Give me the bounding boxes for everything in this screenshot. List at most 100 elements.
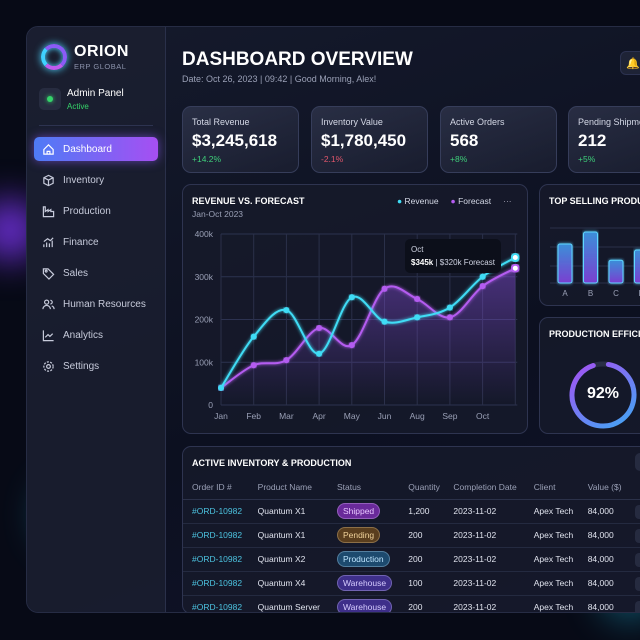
product-name: Quantum X2 [248, 547, 328, 572]
column-header[interactable]: Product Name [248, 475, 328, 500]
revenue-point[interactable] [250, 333, 257, 340]
revenue-point[interactable] [479, 273, 486, 280]
quantity: 1,200 [399, 499, 445, 524]
revenue-point[interactable] [446, 304, 453, 311]
finance-icon [43, 236, 54, 247]
revenue-chart-panel: REVENUE VS. FORECAST Jan-Oct 2023 ● Reve… [182, 184, 528, 434]
order-id-link[interactable]: #ORD-10982 [183, 595, 249, 612]
logo-icon [41, 44, 67, 70]
revenue-point[interactable] [348, 294, 355, 301]
chart-legend: ● Revenue ● Forecast ··· [397, 196, 512, 206]
sidebar-item-sales[interactable]: Sales [34, 261, 158, 285]
users-icon [42, 299, 55, 309]
order-id-link[interactable]: #ORD-10982 [183, 499, 249, 524]
sidebar-item-dashboard[interactable]: Dashboard [34, 137, 158, 161]
kpi-delta: +8% [450, 154, 468, 164]
table-row[interactable]: #ORD-10982 Quantum X1 Shipped 1,200 2023… [183, 499, 640, 524]
column-header[interactable]: Order ID # [183, 475, 249, 500]
value: 84,000 [578, 523, 627, 548]
sidebar-item-label: Settings [63, 360, 100, 372]
sidebar-item-settings[interactable]: Settings [34, 354, 158, 378]
forecast-point[interactable] [381, 285, 388, 292]
kpi-card-active-orders[interactable]: Active Orders 568 +8% [440, 106, 557, 173]
bell-icon[interactable]: 🔔 [620, 51, 640, 75]
admin-avatar [39, 88, 61, 110]
kpi-delta: +5% [578, 154, 596, 164]
client: Apex Tech [524, 571, 579, 596]
kpi-card-total-revenue[interactable]: Total Revenue $3,245,618 +14.2% [182, 106, 299, 173]
forecast-point[interactable] [479, 283, 486, 290]
status-cell: Pending [327, 523, 400, 548]
bar-B[interactable] [583, 231, 598, 284]
more-icon[interactable]: ··· [503, 196, 512, 206]
completion-date: 2023-11-02 [444, 571, 525, 596]
order-id-link[interactable]: #ORD-10982 [183, 523, 249, 548]
row-more-button[interactable]: ··· [635, 576, 640, 591]
y-tick-label: 400k [195, 229, 214, 239]
bar-A[interactable] [557, 243, 573, 284]
status-cell: Warehouse [327, 595, 400, 612]
sidebar-item-production[interactable]: Production [34, 199, 158, 223]
tooltip-title: Oct [411, 245, 424, 254]
column-header[interactable]: Client [524, 475, 579, 500]
kpi-card-inventory-value[interactable]: Inventory Value $1,780,450 -2.1% [311, 106, 428, 173]
kpi-delta: -2.1% [321, 154, 344, 164]
forecast-point[interactable] [348, 342, 355, 349]
table-row[interactable]: #ORD-10982 Quantum X2 Production 200 202… [183, 547, 640, 572]
brand-name: ORION [74, 43, 129, 60]
brand-subtitle: ERP GLOBAL [74, 62, 127, 71]
value: 84,000 [578, 499, 627, 524]
gauge-arc [569, 361, 637, 429]
factory-icon [42, 205, 55, 217]
forecast-point[interactable] [510, 263, 520, 273]
forecast-point[interactable] [283, 357, 290, 364]
forecast-point[interactable] [316, 325, 323, 332]
product-name: Quantum X4 [248, 571, 328, 596]
row-more-button[interactable]: ··· [635, 504, 640, 519]
kpi-card-pending-shipments[interactable]: Pending Shipments 212 +5% [568, 106, 640, 173]
bar-C[interactable] [608, 259, 624, 284]
revenue-point[interactable] [283, 307, 290, 314]
kpi-label: Inventory Value [321, 117, 383, 127]
status-badge: Warehouse [336, 599, 393, 612]
revenue-point[interactable] [510, 253, 520, 263]
column-header[interactable]: Completion Date [444, 475, 525, 500]
bar-D[interactable] [634, 249, 640, 284]
status-badge: Pending [336, 527, 381, 543]
value: 84,000 [578, 571, 627, 596]
forecast-point[interactable] [446, 314, 453, 321]
table-row[interactable]: #ORD-10982 Quantum Server Warehouse 200 … [183, 595, 640, 612]
table-row[interactable]: #ORD-10982 Quantum X1 Pending 200 2023-1… [183, 523, 640, 548]
sidebar-item-human-resources[interactable]: Human Resources [34, 292, 158, 316]
column-header[interactable]: Quantity [399, 475, 445, 500]
row-more-button[interactable]: ··· [635, 552, 640, 567]
kpi-value: $1,780,450 [321, 131, 407, 150]
x-tick-label: Jun [378, 411, 392, 421]
revenue-point[interactable] [414, 314, 421, 321]
forecast-point[interactable] [414, 295, 421, 302]
row-more-button[interactable]: ··· [635, 600, 640, 612]
status-cell: Production [327, 547, 400, 572]
revenue-point[interactable] [218, 384, 224, 391]
table-more-button[interactable]: ··· [635, 453, 640, 471]
column-header[interactable]: Value ($) [578, 475, 627, 500]
row-actions: ··· [626, 523, 640, 548]
sidebar-item-analytics[interactable]: Analytics [34, 323, 158, 347]
sidebar-item-label: Inventory [63, 174, 105, 186]
table-row[interactable]: #ORD-10982 Quantum X4 Warehouse 100 2023… [183, 571, 640, 596]
y-tick-label: 300k [195, 272, 214, 282]
efficiency-panel: PRODUCTION EFFICIENCY 92% [539, 317, 640, 434]
row-more-button[interactable]: ··· [635, 528, 640, 543]
sidebar-item-inventory[interactable]: Inventory [34, 168, 158, 192]
forecast-point[interactable] [250, 362, 257, 369]
order-id-link[interactable]: #ORD-10982 [183, 571, 249, 596]
bar-label: A [562, 289, 568, 298]
bar-label: C [613, 289, 619, 298]
column-header[interactable]: Status [327, 475, 400, 500]
revenue-point[interactable] [381, 318, 388, 325]
sidebar-item-label: Dashboard [63, 143, 112, 155]
revenue-point[interactable] [316, 350, 323, 357]
y-tick-label: 100k [195, 357, 214, 367]
order-id-link[interactable]: #ORD-10982 [183, 547, 249, 572]
sidebar-item-finance[interactable]: Finance [34, 230, 158, 254]
